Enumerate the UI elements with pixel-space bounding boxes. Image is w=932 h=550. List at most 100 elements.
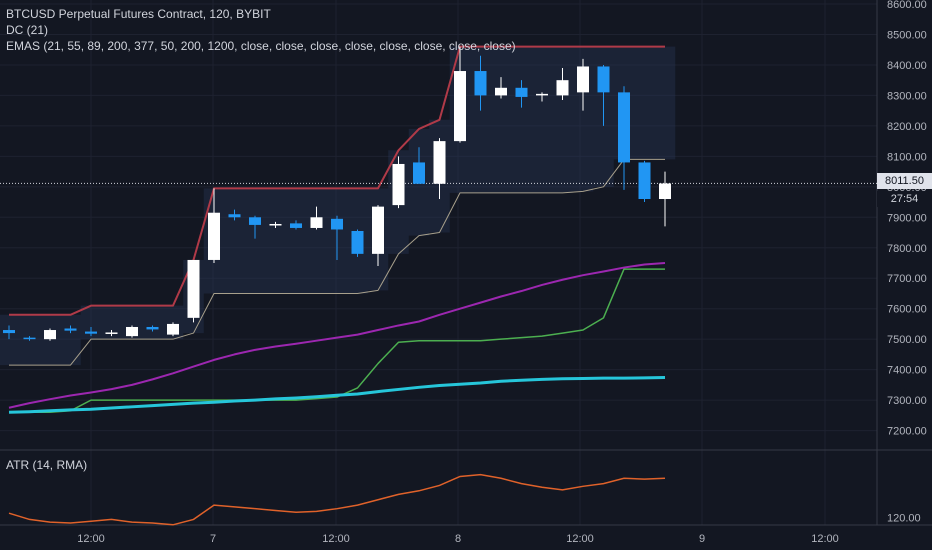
atr-tick-label: 120.00 (887, 513, 921, 525)
candle-body (577, 66, 589, 93)
legend-dc[interactable]: DC (21) (6, 23, 49, 37)
candle (495, 77, 507, 99)
candle (3, 325, 15, 340)
legend-emas[interactable]: EMAS (21, 55, 89, 200, 377, 50, 200, 120… (6, 39, 516, 53)
dc-upper-line (9, 45, 665, 316)
candle (659, 171, 671, 227)
candle-body (515, 87, 528, 97)
candle (269, 221, 282, 228)
ema-green-line (9, 268, 665, 414)
candle-body (618, 92, 630, 163)
candle-body (392, 163, 405, 206)
candle-body (331, 218, 343, 230)
time-tick-label: 12:00 (322, 533, 350, 545)
price-tick-label: 7200.00 (887, 426, 927, 438)
candle-body (495, 87, 507, 96)
ema-cyan-line (8, 376, 666, 414)
price-tick-label: 7700.00 (887, 273, 927, 285)
candle (433, 138, 446, 200)
price-tick-label: 7600.00 (887, 304, 927, 316)
candle-body (536, 93, 548, 96)
candle (126, 325, 138, 338)
donchian-fill (0, 46, 676, 366)
atr-legend[interactable]: ATR (14, RMA) (6, 458, 88, 472)
candle (208, 188, 220, 263)
candle-body (351, 231, 364, 254)
candle-body (556, 80, 569, 96)
candle-body (44, 330, 56, 340)
candle-body (659, 183, 671, 200)
candle-body (167, 323, 179, 335)
price-tick-label: 8600.00 (887, 0, 927, 11)
candle-body (433, 141, 446, 184)
candle-body (597, 66, 610, 93)
candle (515, 80, 528, 108)
candle (44, 328, 56, 341)
time-tick-label: 12:00 (77, 533, 105, 545)
candle-body (23, 337, 36, 340)
candle (638, 160, 651, 203)
candle (474, 55, 487, 111)
candle-body (228, 214, 241, 218)
atr-pane (8, 473, 666, 526)
candle (577, 58, 589, 111)
time-tick-label: 7 (210, 533, 216, 545)
candle-body (105, 332, 118, 334)
candle-body (208, 212, 220, 260)
candle (556, 67, 569, 100)
price-tick-label: 7300.00 (887, 395, 927, 407)
candle-body (146, 326, 159, 330)
time-tick-label: 12:00 (566, 533, 594, 545)
last-price-tag: 8011.50 (877, 173, 932, 189)
donchian-band (0, 46, 676, 366)
candle (290, 220, 302, 230)
candle (167, 322, 179, 337)
candle (23, 336, 36, 341)
time-tick-label: 12:00 (811, 533, 839, 545)
candle-body (85, 331, 97, 334)
candle (536, 92, 548, 102)
candle (413, 147, 425, 184)
time-tick-label: 8 (455, 533, 461, 545)
candle (85, 326, 97, 337)
candle-body (3, 330, 15, 334)
candle (64, 325, 77, 334)
candle-body (372, 206, 384, 254)
candle-body (310, 217, 323, 228)
candle (618, 86, 630, 190)
candle (310, 206, 323, 230)
price-tick-label: 8500.00 (887, 29, 927, 41)
candle (454, 46, 466, 143)
price-tick-label: 7800.00 (887, 243, 927, 255)
candle (228, 209, 241, 221)
price-tick-label: 7400.00 (887, 365, 927, 377)
candle-body (413, 162, 425, 184)
candle-body (454, 71, 466, 142)
candle (597, 64, 610, 126)
price-tick-label: 8200.00 (887, 121, 927, 133)
candle-body (126, 326, 138, 337)
candle-body (187, 259, 200, 318)
countdown-tag: 27:54 (877, 191, 932, 207)
legend-symbol[interactable]: BTCUSD Perpetual Futures Contract, 120, … (6, 7, 271, 21)
chart-legend: BTCUSD Perpetual Futures Contract, 120, … (6, 6, 516, 54)
candle-body (638, 162, 651, 200)
candle (392, 156, 405, 209)
time-tick-label: 9 (699, 533, 705, 545)
candle (249, 215, 261, 239)
ema-purple-line (8, 261, 666, 409)
price-tick-label: 8300.00 (887, 90, 927, 102)
atr-line (8, 473, 666, 526)
candle (105, 330, 118, 337)
candle (372, 205, 384, 267)
price-tick-label: 8100.00 (887, 151, 927, 163)
price-tick-label: 7900.00 (887, 212, 927, 224)
candle-body (64, 328, 77, 331)
candle-body (269, 223, 282, 226)
candle-body (474, 71, 487, 96)
candles (3, 46, 671, 341)
price-tick-label: 8400.00 (887, 60, 927, 72)
dc-lower-line (9, 158, 665, 366)
